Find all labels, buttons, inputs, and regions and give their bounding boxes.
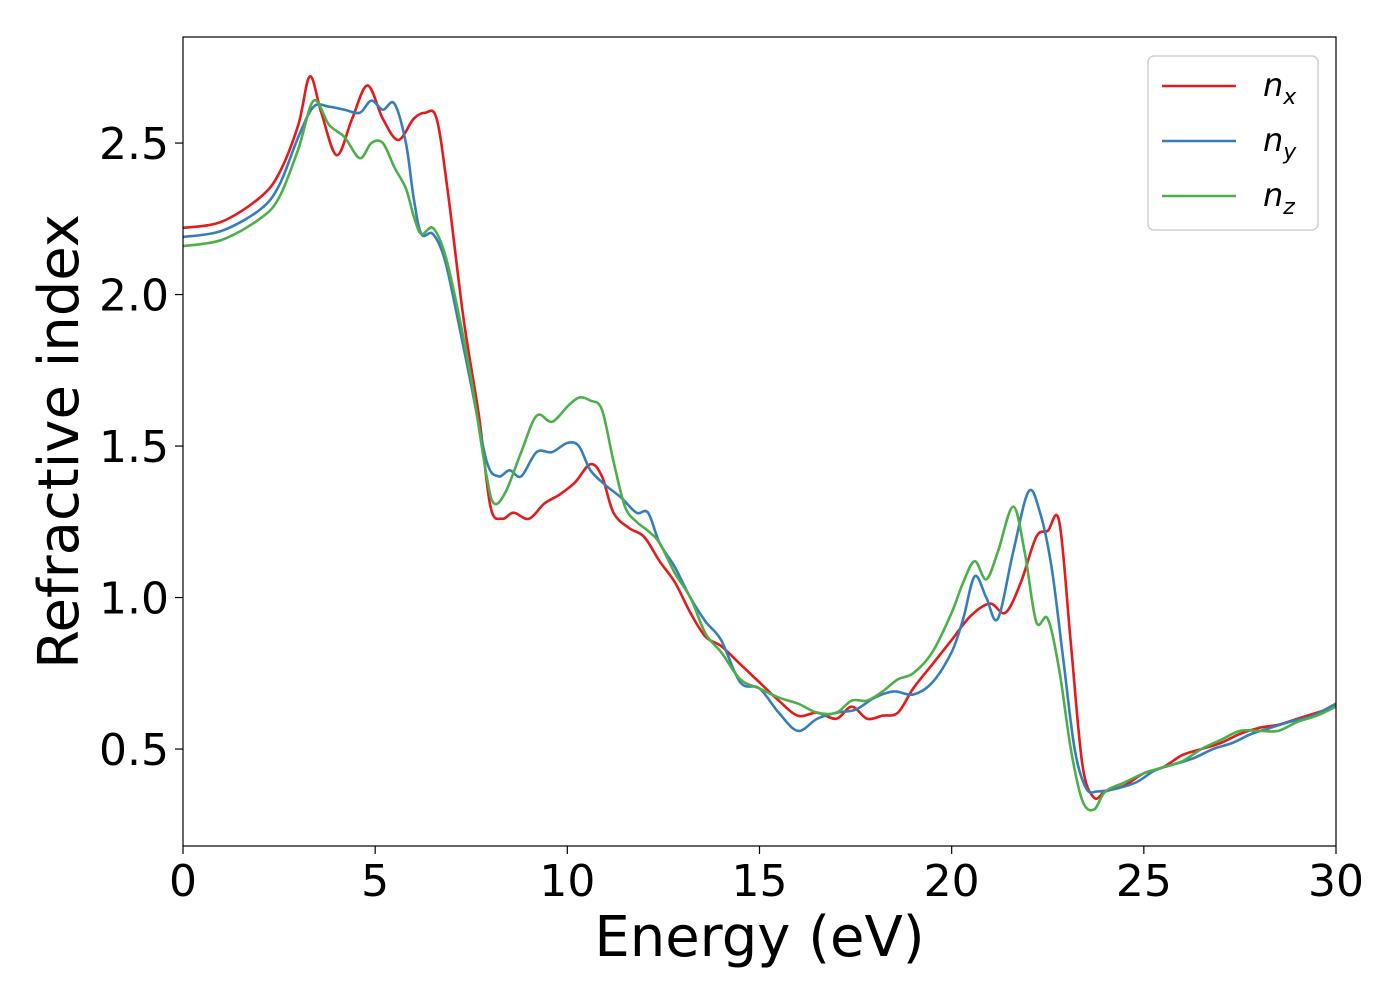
y-tick-label: 0.5	[99, 725, 169, 776]
x-axis-label: Energy (eV)	[594, 905, 924, 970]
x-tick-label: 5	[361, 856, 389, 907]
y-axis-ticks: 0.5 1.0 1.5 2.0 2.5	[99, 119, 183, 776]
x-tick-label: 25	[1116, 856, 1172, 907]
x-tick-label: 15	[732, 856, 788, 907]
series-line-ny	[182, 99, 1337, 794]
x-tick-label: 30	[1308, 856, 1364, 907]
y-tick-label: 1.5	[99, 422, 169, 473]
legend-label-nx: nx	[1263, 66, 1297, 110]
legend-label-ny: ny	[1263, 121, 1297, 165]
series-lines	[182, 75, 1337, 812]
y-axis-label: Refractive index	[27, 214, 92, 669]
x-tick-label: 10	[539, 856, 595, 907]
x-tick-label: 0	[169, 856, 197, 907]
y-tick-label: 2.5	[99, 119, 169, 170]
legend-box	[1147, 55, 1319, 231]
series-line-nz	[182, 98, 1337, 812]
x-axis-ticks: 0 5 10 15 20 25 30	[169, 846, 1364, 907]
x-tick-label: 20	[924, 856, 980, 907]
y-tick-label: 1.0	[99, 574, 169, 625]
y-tick-label: 2.0	[99, 271, 169, 322]
